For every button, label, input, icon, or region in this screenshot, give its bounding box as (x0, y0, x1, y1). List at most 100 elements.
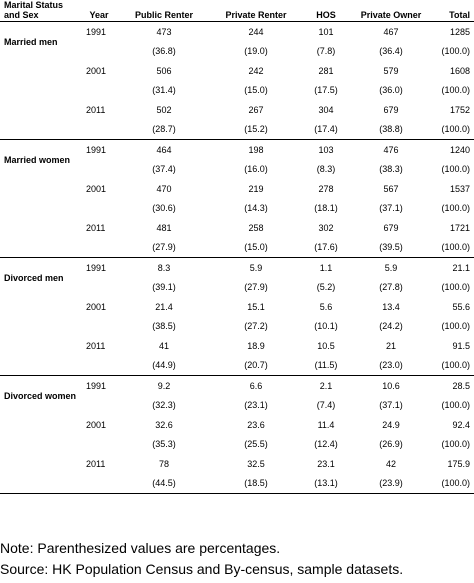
table-row-percent: (37.4) (16.0) (8.3) (38.3) (100.0) (0, 160, 474, 180)
percent-cell-hos: (7.8) (316, 46, 336, 57)
year-cell-empty (80, 119, 118, 140)
value-cell-private-owner: 476 (383, 144, 399, 155)
percent-cell-public-renter: (30.6) (152, 203, 176, 214)
year-cell-empty (80, 278, 118, 298)
value-cell-private-renter: 198 (248, 144, 264, 155)
year-cell: 2011 (86, 104, 106, 115)
percent-cell-total: (100.0) (432, 473, 474, 494)
percent-cell-public-renter: (35.3) (152, 439, 176, 450)
percent-cell-private-owner: (36.0) (379, 85, 403, 96)
value-cell-private-owner: 467 (383, 26, 399, 37)
percent-cell-public-renter: (36.8) (152, 46, 176, 57)
value-cell-public-renter: 21.4 (155, 301, 173, 312)
percent-cell-total: (100.0) (441, 321, 470, 332)
year-cell: 1991 (86, 380, 107, 391)
group-label-empty (0, 415, 80, 435)
group-label-empty (0, 61, 80, 81)
percent-cell-private-owner: (24.2) (379, 321, 403, 332)
value-cell-private-owner: 579 (383, 65, 399, 76)
table-header-row: Marital Status and Sex Year Public Rente… (0, 0, 474, 22)
percent-cell-hos: (18.1) (314, 203, 338, 214)
table-row-percent: (28.7) (15.2) (17.4) (38.8) (100.0) (0, 119, 474, 140)
value-cell-hos: 11.4 (317, 419, 335, 430)
percent-cell-private-owner: (38.3) (379, 164, 403, 175)
value-cell-hos: 23.1 (317, 458, 335, 469)
group-label-empty (0, 317, 80, 337)
percent-cell-private-owner: (26.9) (379, 439, 403, 450)
table-row: 2001 470 219 278 567 1537 (0, 179, 474, 199)
percent-cell-private-renter: (19.0) (244, 46, 268, 57)
value-cell-hos: 278 (318, 183, 334, 194)
percent-cell-private-owner: (36.4) (379, 46, 403, 57)
value-cell-private-renter: 18.9 (247, 340, 265, 351)
percent-cell-hos: (11.5) (302, 355, 350, 376)
percent-cell-private-renter: (14.3) (244, 203, 268, 214)
value-cell-total: 1721 (449, 222, 470, 233)
value-cell-total: 175.9 (447, 458, 470, 469)
header-private-renter: Private Renter (210, 0, 302, 22)
percent-cell-total: (100.0) (441, 164, 470, 175)
value-cell-private-owner: 10.6 (382, 380, 400, 391)
percent-cell-hos: (8.3) (316, 164, 336, 175)
value-cell-public-renter: 464 (156, 144, 172, 155)
table-row: 2011 78 32.5 23.1 42 175.9 (0, 454, 474, 474)
value-cell-hos: 302 (318, 222, 334, 233)
table-row: 2001 32.6 23.6 11.4 24.9 92.4 (0, 415, 474, 435)
percent-cell-public-renter: (44.9) (118, 355, 210, 376)
percent-cell-private-owner: (38.8) (350, 119, 432, 140)
value-cell-private-renter: 258 (248, 222, 264, 233)
year-cell-empty (80, 317, 118, 337)
value-cell-total: 21.1 (452, 262, 470, 273)
group-label-empty (0, 336, 80, 356)
year-cell-empty (80, 199, 118, 219)
percent-cell-total: (100.0) (432, 355, 474, 376)
value-cell-private-renter: 242 (248, 65, 264, 76)
note-text: Note: Parenthesized values are percentag… (0, 540, 281, 556)
percent-cell-public-renter: (38.5) (152, 321, 176, 332)
year-cell: 2001 (86, 301, 107, 312)
value-cell-hos: 304 (318, 104, 334, 115)
value-cell-private-owner: 5.9 (384, 262, 398, 273)
year-cell-empty (80, 473, 118, 494)
table-row: Married women 1991 464 198 103 476 1240 (0, 140, 474, 165)
housing-tenure-table: Marital Status and Sex Year Public Rente… (0, 0, 474, 494)
group-label: Divorced men (4, 272, 64, 283)
percent-cell-total: (100.0) (432, 119, 474, 140)
percent-cell-public-renter: (27.9) (118, 237, 210, 258)
table-body: Married men 1991 473 244 101 467 1285 (36.8) (19… (0, 22, 474, 494)
value-cell-private-renter: 23.6 (247, 419, 265, 430)
value-cell-private-renter: 267 (248, 104, 264, 115)
table-row-percent: (39.1) (27.9) (5.2) (27.8) (100.0) (0, 278, 474, 298)
value-cell-private-owner: 13.4 (382, 301, 400, 312)
percent-cell-private-owner: (27.8) (379, 282, 403, 293)
value-cell-hos: 103 (318, 144, 334, 155)
percent-cell-public-renter: (37.4) (152, 164, 176, 175)
year-cell-empty (80, 81, 118, 101)
group-label: Married men (4, 36, 58, 47)
table-row-percent: (30.6) (14.3) (18.1) (37.1) (100.0) (0, 199, 474, 219)
percent-cell-hos: (17.6) (302, 237, 350, 258)
percent-cell-private-renter: (18.5) (210, 473, 302, 494)
table-row-percent: (44.5) (18.5) (13.1) (23.9) (100.0) (0, 473, 474, 494)
percent-cell-private-renter: (25.5) (244, 439, 268, 450)
value-cell-public-renter: 8.3 (157, 262, 171, 273)
percent-cell-total: (100.0) (441, 203, 470, 214)
percent-cell-private-renter: (27.2) (244, 321, 268, 332)
value-cell-private-renter: 6.6 (249, 380, 263, 391)
percent-cell-public-renter: (31.4) (152, 85, 176, 96)
group-label-empty (0, 199, 80, 219)
percent-cell-public-renter: (44.5) (118, 473, 210, 494)
value-cell-total: 1608 (449, 65, 470, 76)
value-cell-hos: 2.1 (319, 380, 333, 391)
percent-cell-public-renter: (28.7) (118, 119, 210, 140)
percent-cell-hos: (10.1) (314, 321, 338, 332)
value-cell-private-renter: 219 (248, 183, 264, 194)
year-cell: 2001 (86, 65, 107, 76)
group-label-empty (0, 473, 80, 494)
percent-cell-private-renter: (15.0) (244, 85, 268, 96)
year-cell-empty (80, 435, 118, 455)
percent-cell-hos: (17.4) (302, 119, 350, 140)
value-cell-total: 91.5 (452, 340, 470, 351)
percent-cell-total: (100.0) (441, 439, 470, 450)
table-row: Divorced men 1991 8.3 5.9 1.1 5.9 21.1 (0, 258, 474, 283)
